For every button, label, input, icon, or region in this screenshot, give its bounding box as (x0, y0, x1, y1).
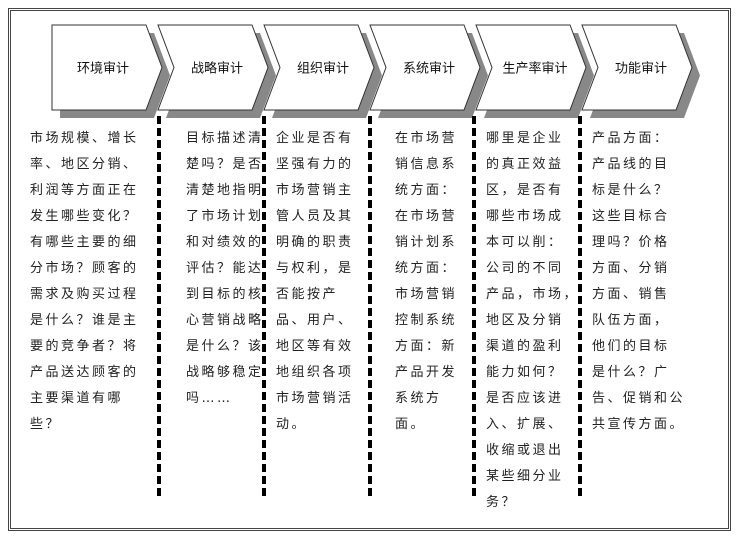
description-line: 产品线的目 (592, 157, 670, 172)
description-line: 主要渠道有哪 (30, 391, 124, 406)
description-line: 理吗？价格 (592, 235, 670, 250)
stage-description: 目标描述清楚吗？是否清楚地指明了市场计划和对绩效的评估？能达到目标的核心营销战略… (186, 126, 264, 412)
description-line: 务？ (486, 495, 518, 510)
description-line: 是什么？该 (186, 339, 264, 354)
description-line: 与权利，是 (276, 261, 354, 276)
description-line: 告、促销和公 (592, 391, 686, 406)
description-line: 吗…… (186, 391, 233, 406)
stage-description: 市场规模、增长 率、地区分销、 利润等方面正在 发生哪些变化？ 有哪些主要的细 分市场？顾… (30, 126, 139, 438)
description-line: 市场营销 (395, 287, 458, 302)
stage-title: 环境审计 (77, 62, 129, 77)
description-line: 了市场计划 (186, 209, 264, 224)
description-line: 某些细分业 (486, 469, 564, 484)
description-line: 明确的职责 (276, 235, 354, 250)
description-line: 统方面： (395, 261, 458, 276)
description-line: 收缩或退出 (486, 443, 564, 458)
stage-description: 在市场营 销信息系 统方面： 在市场营 销计划系 统方面： 市场营销 控制系统 方面：新 产品开发… (395, 126, 457, 438)
description-line: 区，是否有 (486, 183, 564, 198)
description-line: 能力如何？ (486, 365, 564, 380)
description-line: 目标描述清 (186, 131, 264, 146)
description-line: 系统方 (395, 391, 442, 406)
chevron-stage (263, 24, 375, 111)
description-line: 些？ (30, 417, 62, 432)
description-line: 统方面： (395, 183, 458, 198)
description-line: 标是什么？ (592, 183, 670, 198)
description-line: 地组织各项 (276, 365, 354, 380)
description-line: 产品，市场， (486, 287, 580, 302)
description-line: 公司的不同 (486, 261, 564, 276)
chevron-stage (51, 24, 163, 111)
description-line: 入、扩展、 (486, 417, 564, 432)
description-line: 他们的目标 (592, 339, 670, 354)
description-line: 到目标的核 (186, 287, 264, 302)
description-line: 企业是否有 (276, 131, 354, 146)
chevron-stage (581, 24, 693, 111)
description-line: 哪些市场成 (486, 209, 564, 224)
description-line: 产品送达顾客的 (30, 365, 139, 380)
dashed-divider (472, 116, 476, 496)
chevron-stage (475, 24, 587, 111)
description-line: 市场营销活 (276, 391, 354, 406)
description-line: 动。 (276, 417, 308, 432)
description-line: 和对绩效的 (186, 235, 264, 250)
description-line: 清楚地指明 (186, 183, 264, 198)
description-line: 控制系统 (395, 313, 458, 328)
description-line: 产品开发 (395, 365, 458, 380)
description-line: 在市场营 (395, 131, 458, 146)
description-line: 是什么？谁是主 (30, 313, 139, 328)
description-line: 要的竞争者？将 (30, 339, 139, 354)
description-line: 产品方面： (592, 131, 670, 146)
stage-title: 生产率审计 (502, 61, 567, 77)
description-line: 哪里是企业 (486, 131, 564, 146)
chevron-stage (157, 24, 269, 111)
process-chevrons: 环境审计 战略审计 组织审计 系统审计 生产率审计 功能审计 (51, 24, 700, 118)
description-line: 坚强有力的 (276, 157, 354, 172)
stage-description: 产品方面： 产品线的目标是什么？ 这些目标合理吗？价格方面、分销方面、销售队伍方面，… (592, 126, 685, 438)
dashed-divider (368, 116, 372, 496)
description-line: 分市场？顾客的 (30, 261, 139, 276)
description-line: 面。 (395, 417, 427, 432)
description-line: 队伍方面， (592, 313, 670, 328)
dashed-divider (157, 116, 161, 496)
description-line: 共宣传方面。 (592, 417, 686, 432)
description-line: 销信息系 (395, 157, 458, 172)
description-line: 是什么？广 (592, 365, 670, 380)
description-line: 地区及分销 (486, 313, 564, 328)
description-line: 渠道的盈利 (486, 339, 564, 354)
description-line: 评估？能达 (186, 261, 264, 276)
diagram-frame (8, 8, 731, 531)
description-line: 心营销战略 (186, 313, 264, 328)
description-line: 管人员及其 (276, 209, 354, 224)
description-line: 利润等方面正在 (30, 183, 139, 198)
description-line: 品、用户、 (276, 313, 354, 328)
description-line: 否能按产 (276, 287, 339, 302)
description-line: 市场营销主 (276, 183, 354, 198)
stage-title: 系统审计 (403, 62, 455, 77)
chevron-stage (369, 24, 481, 111)
description-line: 在市场营 (395, 209, 458, 224)
description-line: 需求及购买过程 (30, 287, 139, 302)
description-line: 方面、销售 (592, 287, 670, 302)
description-line: 地区等有效 (276, 339, 354, 354)
description-line: 方面、分销 (592, 261, 670, 276)
stage-title: 组织审计 (297, 62, 349, 77)
description-line: 方面：新 (395, 339, 458, 354)
description-line: 的真正效益 (486, 157, 564, 172)
stage-title: 功能审计 (615, 62, 667, 77)
dashed-divider (262, 116, 266, 496)
description-line: 销计划系 (395, 235, 458, 250)
description-line: 率、地区分销、 (30, 157, 139, 172)
stage-description: 哪里是企业的真正效益区，是否有哪些市场成本可以削： 公司的不同产品，市场， 地区及分… (486, 126, 579, 516)
description-line: 战略够稳定 (186, 365, 264, 380)
description-line: 本可以削： (486, 235, 564, 250)
description-line: 发生哪些变化？ (30, 209, 139, 224)
description-line: 楚吗？是否 (186, 157, 264, 172)
description-line: 有哪些主要的细 (30, 235, 139, 250)
stage-description: 企业是否有坚强有力的市场营销主管人员及其明确的职责与权利，是否能按产品、用户、地… (276, 126, 354, 438)
description-line: 市场规模、增长 (30, 131, 139, 146)
dashed-divider (578, 116, 582, 496)
stage-title: 战略审计 (191, 61, 243, 77)
description-line: 这些目标合 (592, 209, 670, 224)
description-line: 是否应该进 (486, 391, 564, 406)
